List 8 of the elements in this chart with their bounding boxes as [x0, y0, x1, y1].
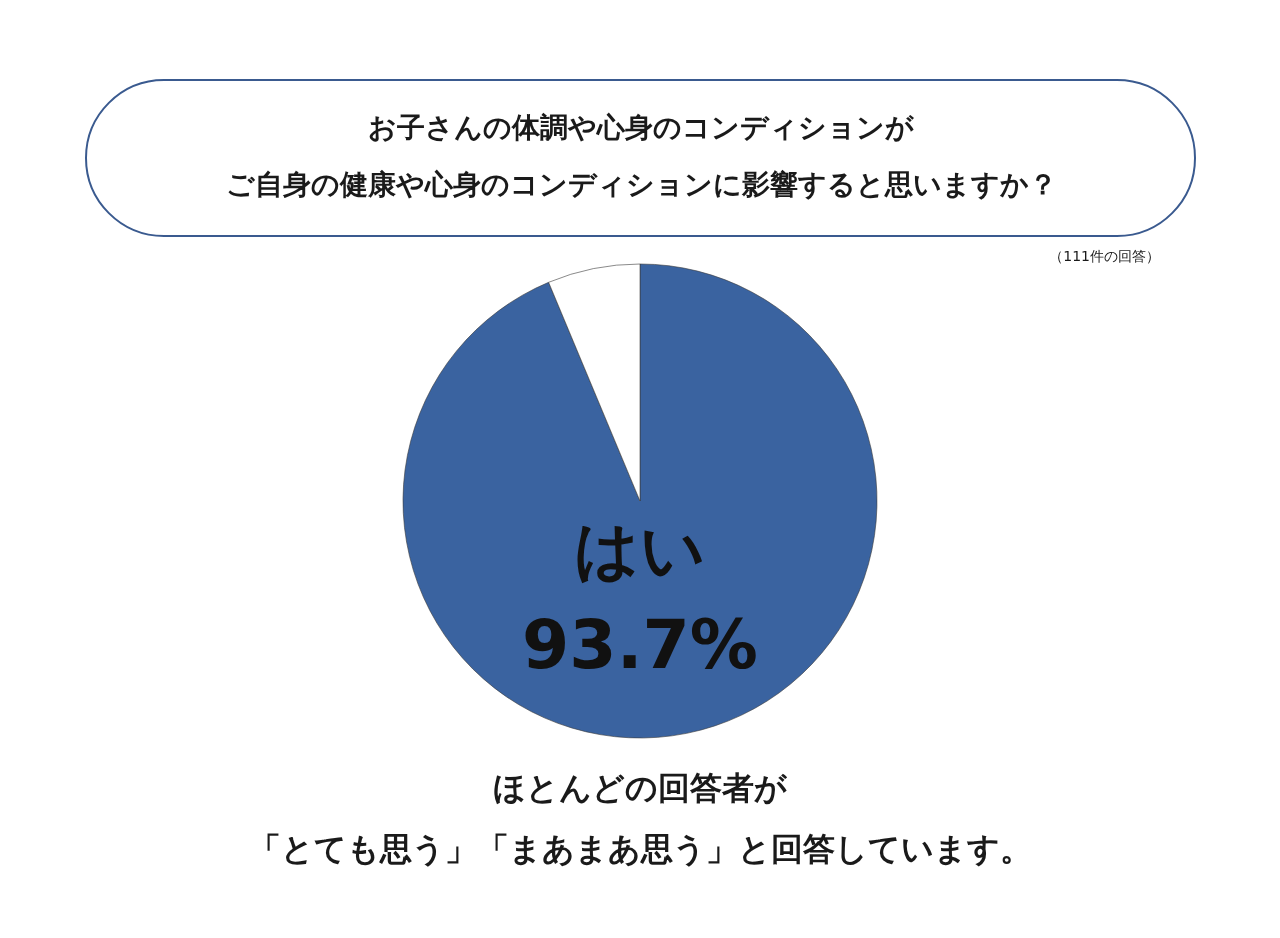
text: （111件の回答） [1049, 248, 1160, 264]
data-label: 93.7% [522, 605, 758, 684]
slice-label: はい [574, 513, 706, 587]
chart-title: お子さんの体調や心身のコンディションが [368, 111, 915, 144]
chart-subtitle: ご自身の健康や心身のコンディションに影響すると思いますか？ [225, 168, 1057, 201]
pie-slice [402, 263, 878, 738]
text: ほとんどの回答者が [493, 769, 788, 807]
text: 「とても思う」「まあまあ思う」と回答しています。 [248, 830, 1032, 868]
